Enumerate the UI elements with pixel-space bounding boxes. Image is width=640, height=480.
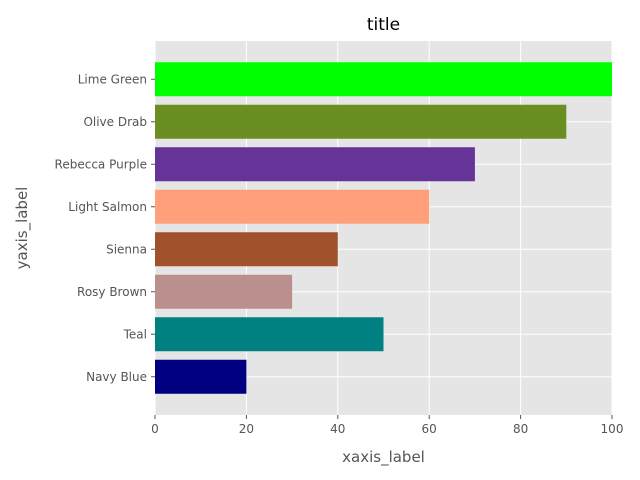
x-tick-label: 40	[330, 422, 345, 436]
bar-rosy-brown	[155, 274, 293, 309]
bar-rebecca-purple	[155, 147, 475, 182]
bar-sienna	[155, 232, 338, 267]
x-tick-label: 100	[601, 422, 624, 436]
plot-area	[155, 41, 612, 415]
y-tick-label: Sienna	[106, 242, 147, 256]
bar-teal	[155, 317, 384, 352]
x-tick-label: 20	[239, 422, 254, 436]
x-tick-labels: 0 20 40 60 80 100	[151, 415, 623, 436]
chart-title: title	[367, 15, 400, 35]
y-tick-label: Lime Green	[78, 72, 147, 86]
y-axis-label: yaxis_label	[13, 187, 32, 270]
x-axis-label: xaxis_label	[342, 448, 425, 467]
bar-olive-drab	[155, 104, 567, 139]
bars	[155, 62, 612, 394]
bar-navy-blue	[155, 359, 247, 394]
y-tick-labels: Navy Blue Teal Rosy Brown Sienna Light Salmo…	[55, 72, 155, 384]
y-tick-label: Olive Drab	[83, 115, 147, 129]
x-tick-label: 80	[513, 422, 528, 436]
bar-lime-green	[155, 62, 612, 97]
y-tick-label: Navy Blue	[86, 370, 147, 384]
y-tick-label: Rebecca Purple	[55, 157, 147, 171]
y-tick-label: Teal	[123, 327, 147, 341]
y-tick-label: Light Salmon	[68, 200, 147, 214]
y-tick-label: Rosy Brown	[77, 285, 147, 299]
x-tick-label: 60	[422, 422, 437, 436]
x-tick-label: 0	[151, 422, 159, 436]
bar-light-salmon	[155, 189, 430, 224]
